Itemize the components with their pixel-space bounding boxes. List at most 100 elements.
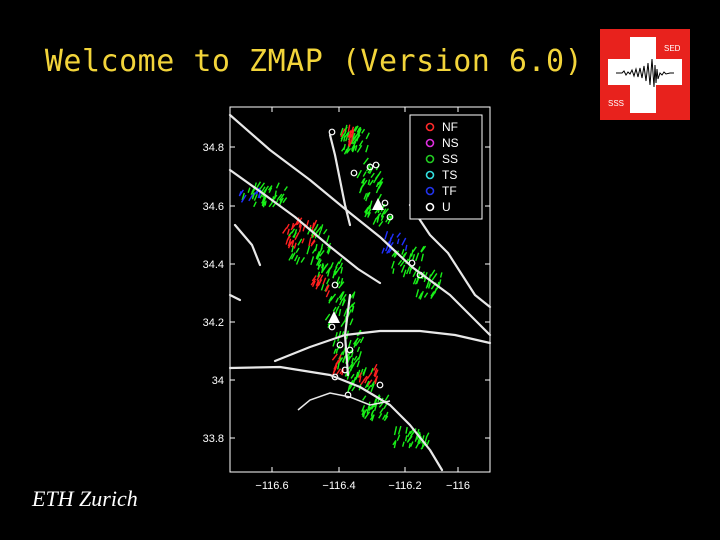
mechanism-mark xyxy=(317,271,321,278)
legend-label: NS xyxy=(442,136,459,150)
mechanism-mark xyxy=(253,187,261,196)
mechanism-mark xyxy=(365,192,369,202)
event-circle xyxy=(372,161,380,169)
x-tick-label: −116 xyxy=(446,480,470,492)
mechanism-mark xyxy=(362,177,366,184)
legend-marker xyxy=(425,154,435,164)
mechanism-mark xyxy=(331,353,338,361)
mechanism-mark xyxy=(253,193,258,201)
mechanism-mark xyxy=(353,338,359,345)
mechanism-mark xyxy=(385,411,389,419)
mechanism-mark xyxy=(408,442,411,449)
mechanism-mark xyxy=(354,338,362,347)
mechanism-mark xyxy=(361,128,366,134)
y-axis xyxy=(230,146,490,439)
mechanism-mark xyxy=(320,243,324,250)
event-circle xyxy=(328,128,336,136)
legend-label: TS xyxy=(442,168,457,182)
mechanism-mark xyxy=(260,186,266,193)
mechanism-mark xyxy=(383,415,389,422)
mechanism-mark xyxy=(356,144,363,153)
mechanism-mark xyxy=(356,346,361,353)
mechanism-mark xyxy=(332,272,336,279)
mechanism-mark xyxy=(370,404,375,410)
legend-label: SS xyxy=(442,152,458,166)
mechanism-mark xyxy=(282,197,288,204)
mechanism-mark xyxy=(322,228,328,235)
mechanism-mark xyxy=(384,394,390,402)
fault-line xyxy=(328,133,352,227)
mechanism-mark xyxy=(350,373,355,379)
mechanism-mark xyxy=(412,278,417,285)
event-circle xyxy=(381,199,389,207)
mechanism-mark xyxy=(300,257,306,263)
mechanism-mark xyxy=(337,354,342,363)
mechanism-mark xyxy=(347,124,351,132)
mechanism-mark xyxy=(370,411,374,417)
mechanism-mark xyxy=(332,340,336,347)
mechanism-mark xyxy=(367,211,371,217)
mechanism-mark xyxy=(348,367,353,375)
mechanism-mark xyxy=(318,250,325,257)
mechanism-mark xyxy=(291,222,295,230)
mechanism-mark xyxy=(420,245,427,253)
legend-marker xyxy=(425,202,435,212)
mechanism-mark xyxy=(400,264,406,273)
mechanism-mark xyxy=(367,179,371,185)
mechanism-mark xyxy=(340,128,346,138)
event-circle xyxy=(386,213,394,221)
mechanism-mark xyxy=(356,360,361,368)
mechanism-mark xyxy=(292,232,297,238)
mechanism-mark xyxy=(357,369,361,378)
mechanism-mark xyxy=(348,138,353,147)
mechanism-mark xyxy=(360,378,366,385)
mechanism-mark xyxy=(384,230,389,240)
logo-bottom-text: SSS xyxy=(608,99,624,108)
mechanism-mark xyxy=(410,249,414,257)
mechanism-mark xyxy=(358,140,364,147)
mechanism-mark xyxy=(362,395,367,401)
mechanism-mark xyxy=(430,291,435,297)
mechanism-mark xyxy=(291,239,295,248)
mechanism-mark xyxy=(396,238,400,245)
mechanism-mark xyxy=(314,243,318,252)
x-tick-label: −116.4 xyxy=(322,480,355,492)
mechanism-mark xyxy=(339,262,343,269)
y-tick-label: 34.4 xyxy=(203,259,224,271)
event-circle xyxy=(376,381,384,389)
mechanism-mark xyxy=(240,194,247,203)
mechanism-mark xyxy=(317,279,323,287)
mechanism-mark xyxy=(336,368,342,375)
mechanism-mark xyxy=(343,131,350,139)
mechanism-mark xyxy=(368,179,374,186)
mechanism-mark xyxy=(278,193,285,201)
station-triangle xyxy=(372,198,384,210)
mechanism-mark xyxy=(338,257,343,265)
mechanism-mark xyxy=(354,357,360,363)
mechanism-mark xyxy=(310,278,317,286)
mechanism-mark xyxy=(326,235,330,243)
mechanism-mark xyxy=(380,209,386,218)
mechanism-mark xyxy=(315,253,321,260)
mechanism-mark xyxy=(354,145,358,151)
mechanism-mark xyxy=(323,263,329,270)
logo-top-text: SED xyxy=(664,44,681,53)
mechanism-mark xyxy=(351,306,355,313)
mechanism-mark xyxy=(431,273,438,281)
mechanism-mark xyxy=(361,405,366,412)
mechanism-mark xyxy=(317,264,320,270)
mechanism-mark xyxy=(350,126,355,133)
mechanism-mark xyxy=(362,171,367,177)
mechanism-mark xyxy=(392,439,397,446)
mechanism-mark xyxy=(415,252,420,262)
mechanism-mark xyxy=(373,363,378,371)
mechanism-mark xyxy=(366,406,370,414)
legend: NF NS SS TS TF U xyxy=(409,114,483,220)
seismicity-map: 34.8 34.6 34.4 34.2 34 33.8 −116.6 −116.… xyxy=(203,106,492,492)
mechanism-mark xyxy=(298,224,302,233)
mechanism-mark xyxy=(358,375,362,383)
mechanism-mark xyxy=(316,274,322,281)
mechanism-mark xyxy=(311,280,316,288)
fault-lines xyxy=(228,113,492,472)
mechanism-mark xyxy=(405,426,408,434)
